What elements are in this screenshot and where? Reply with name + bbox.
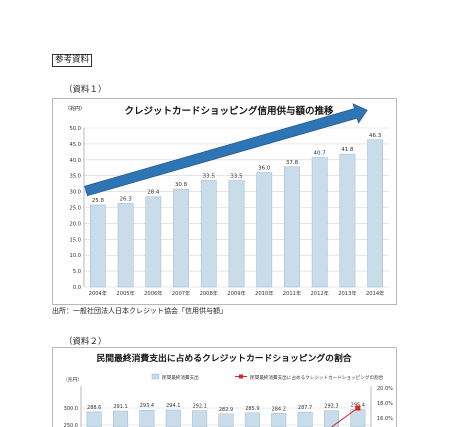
bar-value-label: 282.9 xyxy=(219,407,233,413)
y-tick-label: 25.0 xyxy=(69,206,81,212)
bar xyxy=(145,196,162,288)
x-tick-label: 2005年 xyxy=(116,289,134,297)
x-tick-label: 2006年 xyxy=(144,289,162,297)
bar-value-label: 41.8 xyxy=(341,147,354,153)
bar xyxy=(323,410,339,427)
bar xyxy=(284,166,300,288)
y-tick-label: 20.0 xyxy=(69,221,81,227)
y-tick-label: 5.0 xyxy=(73,269,81,275)
legend-label-bar: 民間最終消費支出 xyxy=(162,374,199,381)
material1-caption: （資料１） xyxy=(64,85,107,95)
bar-value-label: 292.1 xyxy=(192,404,206,410)
y-tick-label: 35.0 xyxy=(69,174,81,180)
bar-value-label: 291.1 xyxy=(113,404,127,410)
bar xyxy=(200,180,217,288)
bar-value-label: 40.7 xyxy=(314,151,327,157)
bar-value-label: 284.2 xyxy=(272,406,286,412)
bar xyxy=(139,409,155,427)
bar-value-label: 25.8 xyxy=(92,198,105,204)
x-tick-label: 2013年 xyxy=(338,289,356,297)
x-tick-label: 2004年 xyxy=(89,289,107,297)
bar xyxy=(244,412,260,427)
bar-value-label: 33.5 xyxy=(203,173,216,179)
y-tick-label-left: 250.0 xyxy=(64,423,78,427)
consumption-share-chart: 民間最終消費支出に占めるクレジットカードショッピングの割合 民間最終消費支出 民間最… xyxy=(52,347,397,427)
share-marker xyxy=(355,405,361,411)
bar-value-label: 287.7 xyxy=(298,405,312,411)
chart-title: クレジットカードショッピング信用供与額の推移 xyxy=(124,105,334,117)
bar xyxy=(311,157,328,288)
credit-card-chart: （兆円） 0.0 5.0 10.0 15.0 20.0 25.0 30.0 35.0 40.0 45… xyxy=(52,98,397,305)
credit-card-chart-svg: （兆円） 0.0 5.0 10.0 15.0 20.0 25.0 30.0 35.0 40.0 45… xyxy=(65,103,389,297)
bar xyxy=(271,413,287,427)
share-line xyxy=(331,407,359,427)
bar xyxy=(339,153,356,288)
x-tick-label: 2011年 xyxy=(283,289,301,297)
bar xyxy=(89,204,106,288)
y-tick-label-right: 20.0% xyxy=(377,386,393,392)
bar-value-label: 46.3 xyxy=(369,133,382,139)
bar xyxy=(218,413,234,427)
trend-arrow xyxy=(84,103,368,197)
bar xyxy=(256,172,273,288)
bar xyxy=(117,203,134,288)
y-tick-label: 10.0 xyxy=(69,253,81,259)
y-tick-label-right: 18.0% xyxy=(377,401,393,407)
y-tick-label: 30.0 xyxy=(69,190,81,196)
bar-value-label: 288.6 xyxy=(87,405,101,411)
bar-value-label: 285.9 xyxy=(245,406,259,412)
y-axis-unit: （兆円） xyxy=(65,105,85,112)
bar-value-label: 294.1 xyxy=(166,403,180,409)
y-tick-label: 0.0 xyxy=(73,285,81,291)
x-tick-label: 2014年 xyxy=(366,289,384,297)
source-note: 出所：一般社団法人日本クレジット協会「信用供与額」 xyxy=(52,307,227,315)
y-tick-label: 45.0 xyxy=(69,142,81,148)
bar xyxy=(367,139,384,288)
bar-value-label: 36.0 xyxy=(258,166,271,172)
legend-marker-line xyxy=(239,374,243,379)
bar-value-label: 37.8 xyxy=(286,160,299,166)
bar xyxy=(113,410,129,427)
bar-value-label: 30.8 xyxy=(175,182,188,188)
bar xyxy=(228,180,245,288)
bar-value-label: 33.5 xyxy=(230,173,243,179)
x-tick-label: 2010年 xyxy=(255,289,273,297)
y-tick-label-right: 16.0% xyxy=(377,416,393,422)
x-tick-label: 2009年 xyxy=(227,289,245,297)
legend-label-line: 民間最終消費支出に占めるクレジットカードショッピングの割合 xyxy=(250,374,384,381)
bar xyxy=(192,410,208,427)
bar-value-label: 292.3 xyxy=(324,404,338,410)
bar xyxy=(297,411,313,427)
legend-swatch-bar xyxy=(151,373,160,380)
material2-caption: （資料２） xyxy=(64,337,107,347)
x-tick-label: 2008年 xyxy=(200,289,218,297)
y-axis-unit: （兆円） xyxy=(63,376,82,383)
x-tick-label: 2012年 xyxy=(310,289,328,297)
y-tick-label-left: 300.0 xyxy=(64,406,78,412)
bar xyxy=(173,188,189,288)
bar-value-label: 293.4 xyxy=(140,403,154,409)
chart-title: 民間最終消費支出に占めるクレジットカードショッピングの割合 xyxy=(96,352,351,364)
y-tick-label: 50.0 xyxy=(69,126,81,132)
bar xyxy=(86,411,102,427)
bar-value-label: 26.3 xyxy=(119,196,132,202)
x-tick-label: 2007年 xyxy=(172,289,190,297)
y-tick-label: 15.0 xyxy=(69,237,81,243)
bar xyxy=(165,409,181,427)
bar-value-label: 28.4 xyxy=(147,190,160,196)
y-tick-label: 40.0 xyxy=(69,158,81,164)
reference-tag: 参考資料 xyxy=(52,54,93,67)
